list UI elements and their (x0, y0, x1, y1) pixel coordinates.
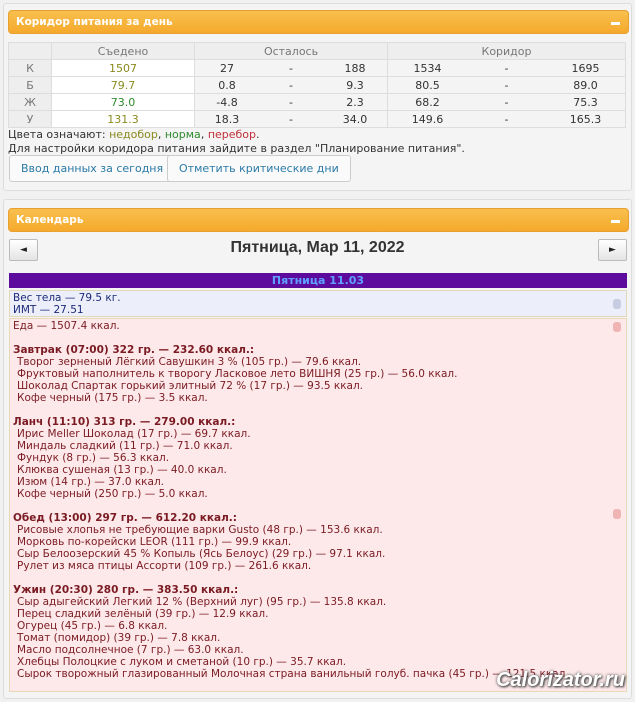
meal: Обед (13:00) 297 гр. — 612.20 ккал.: Рисо… (13, 512, 623, 572)
food-item: Миндаль сладкий (11 гр.) — 71.0 ккал. (17, 440, 233, 452)
corridor-header[interactable]: Коридор питания за день (8, 10, 629, 34)
meal: Завтрак (07:00) 322 гр. — 232.60 ккал.: Т… (13, 344, 623, 404)
meal: Ланч (11:10) 313 гр. — 279.00 ккал.: Ирис… (13, 416, 623, 500)
food-item: Клюква сушеная (13 гр.) — 40.0 ккал. (17, 464, 227, 476)
nutrient-label: К (8, 59, 52, 77)
calendar-header[interactable]: Календарь (8, 208, 629, 232)
eaten-value: 1507 (51, 59, 195, 77)
color-legend: Цвета означают: недобор, норма, перебор. (8, 128, 260, 141)
left-max: 188 (344, 61, 366, 75)
meal-title: Завтрак (07:00) 322 гр. — 232.60 ккал.: (13, 344, 255, 356)
food-item: Изюм (14 гр.) — 37.0 ккал. (17, 476, 165, 488)
corridor-min: 80.5 (415, 78, 440, 92)
weight-block[interactable]: Вес тела — 79.5 кг. ИМТ — 27.51 (9, 290, 627, 317)
food-item: Рулет из мяса птицы Ассорти (109 гр.) — … (17, 560, 312, 572)
col-corridor: Коридор (387, 42, 626, 60)
bmi: ИМТ — 27.51 (13, 304, 84, 316)
minimize-icon[interactable] (611, 22, 620, 25)
nutrient-label: У (8, 110, 52, 128)
food-item: Морковь по-корейски LEOR (111 гр.) — 99.… (17, 536, 292, 548)
food-item: Фундук (8 гр.) — 56.3 ккал. (17, 452, 170, 464)
legend-norm: норма (164, 128, 201, 141)
food-item: Кофе черный (250 гр.) — 5.0 ккал. (17, 488, 208, 500)
day-bar[interactable]: Пятница 11.03 (9, 273, 627, 288)
left-min: 27 (220, 61, 234, 75)
food-item: Томат (помидор) (39 гр.) — 7.8 ккал. (17, 632, 221, 644)
eaten-value: 79.7 (51, 76, 195, 94)
body-weight: Вес тела — 79.5 кг. (13, 292, 121, 304)
meal: Ужин (20:30) 280 гр. — 383.50 ккал.: Сыр … (13, 584, 623, 680)
food-item: Рисовые хлопья не требующие варки Gusto … (17, 524, 383, 536)
corridor-max: 1695 (571, 61, 600, 75)
nutrient-label: Ж (8, 93, 52, 111)
minimize-icon[interactable] (611, 220, 620, 223)
food-item: Творог зерненый Лёгкий Савушкин 3 % (105… (17, 356, 362, 368)
enter-today-button[interactable]: Ввод данных за сегодня (9, 155, 176, 182)
legend-over: перебор (207, 128, 257, 141)
food-item: Перец сладкий зелёный (39 гр.) — 12.9 кк… (17, 608, 269, 620)
meal-title: Ланч (11:10) 313 гр. — 279.00 ккал.: (13, 416, 236, 428)
prev-day-button[interactable]: ◄ (9, 239, 38, 261)
food-item: Сыр адыгейский Легкий 12 % (Верхний луг)… (17, 596, 387, 608)
food-item: Фруктовый наполнитель к творогу Ласковое… (17, 368, 458, 380)
corridor-note: Для настройки коридора питания зайдите в… (8, 142, 465, 155)
food-total: Еда — 1507.4 ккал. (13, 320, 120, 332)
mark-critical-days-button[interactable]: Отметить критические дни (167, 155, 351, 182)
left-max: 9.3 (346, 78, 364, 92)
current-date: Пятница, Мар 11, 2022 (230, 239, 405, 256)
food-item: Сыр Белоозерский 45 % Копыль (Ясь Белоус… (17, 548, 386, 560)
corridor-row: Ж 73.0 -4.8-2.3 68.2-75.3 (8, 93, 626, 111)
food-item: Масло подсолнечное (7 гр.) — 63.0 ккал. (17, 644, 244, 656)
left-min: -4.8 (216, 95, 238, 109)
left-max: 34.0 (342, 112, 368, 126)
food-item: Сырок творожный глазированный Молочная с… (17, 668, 569, 680)
food-item: Шоколад Спартак горький элитный 72 % (17… (17, 380, 364, 392)
corridor-max: 89.0 (573, 78, 598, 92)
legend-under: недобор (109, 128, 158, 141)
eaten-value: 131.3 (51, 110, 195, 128)
left-min: 18.3 (214, 112, 240, 126)
watermark: Calorizator.ru (496, 669, 625, 691)
corridor-row: Б 79.7 0.8-9.3 80.5-89.0 (8, 76, 626, 94)
food-item: Кофе черный (175 гр.) — 3.5 ккал. (17, 392, 208, 404)
food-block[interactable]: Еда — 1507.4 ккал. Завтрак (07:00) 322 г… (9, 318, 627, 692)
left-min: 0.8 (218, 78, 236, 92)
food-item: Хлебцы Полоцкие с луком и сметаной (10 г… (17, 656, 347, 668)
next-day-button[interactable]: ► (598, 239, 627, 261)
col-left: Осталось (193, 42, 389, 60)
corridor-min: 149.6 (411, 112, 444, 126)
apple-icon (613, 322, 621, 332)
corridor-min: 68.2 (415, 95, 440, 109)
corridor-max: 75.3 (573, 95, 598, 109)
corridor-max: 165.3 (569, 112, 602, 126)
corridor-row: У 131.3 18.3-34.0 149.6-165.3 (8, 110, 626, 128)
food-item: Ирис Meller Шоколад (17 гр.) — 69.7 ккал… (17, 428, 251, 440)
meal-title: Ужин (20:30) 280 гр. — 383.50 ккал.: (13, 584, 239, 596)
scale-icon (613, 299, 621, 309)
food-item: Огурец (45 гр.) — 6.8 ккал. (17, 620, 168, 632)
nutrient-label: Б (8, 76, 52, 94)
apple-icon (613, 509, 621, 519)
corridor-table: Съедено Осталось Коридор К 1507 27-188 153… (8, 42, 626, 128)
corridor-row: К 1507 27-188 1534-1695 (8, 59, 626, 77)
left-max: 2.3 (346, 95, 364, 109)
calendar-title: Календарь (16, 214, 84, 226)
corridor-title: Коридор питания за день (16, 16, 173, 28)
eaten-value: 73.0 (51, 93, 195, 111)
corridor-min: 1534 (413, 61, 442, 75)
meal-title: Обед (13:00) 297 гр. — 612.20 ккал.: (13, 512, 237, 524)
col-eaten: Съедено (51, 42, 195, 60)
